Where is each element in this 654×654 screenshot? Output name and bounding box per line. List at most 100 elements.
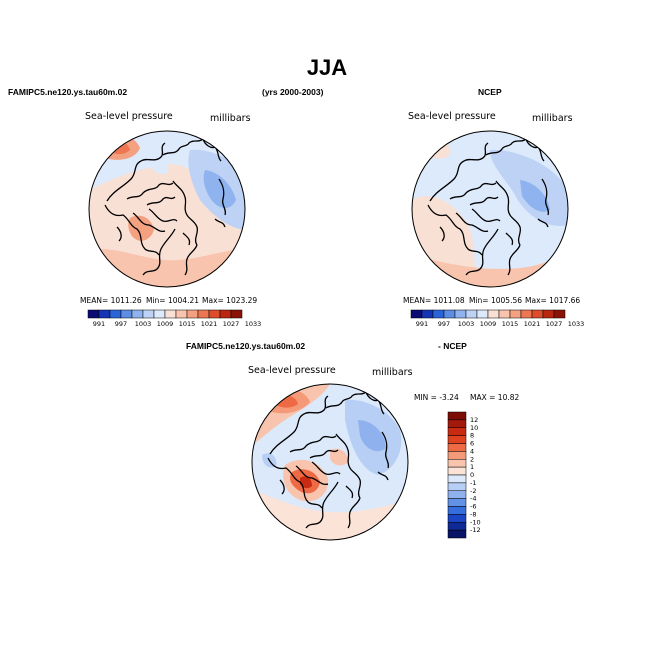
top-right-colorbar-swatch <box>553 309 566 319</box>
top-right-colorbar-tick-label: 1009 <box>480 320 497 328</box>
top-right-colorbar-tick-label: 1021 <box>524 320 541 328</box>
top-left-colorbar-swatch <box>98 309 111 319</box>
top-right-colorbar-swatch <box>487 309 500 319</box>
difference-colorbar-swatch <box>447 419 467 428</box>
top-right-colorbar-tick-label: 1033 <box>568 320 585 328</box>
top-left-colorbar-swatch <box>175 309 188 319</box>
difference-colorbar-tick-label: -1 <box>470 479 476 487</box>
top-left-colorbar-tick-label: 997 <box>115 320 127 328</box>
top-left-colorbar: 991 997 1003 1009 1015 1021 1027 1033 <box>87 309 262 328</box>
top-left-case-label: FAMIPC5.ne120.ys.tau60m.02 <box>8 87 128 97</box>
difference-colorbar-tick-label: -2 <box>470 487 476 495</box>
difference-colorbar-tick-label: -12 <box>470 526 481 534</box>
top-left-map-border <box>88 130 246 288</box>
difference-colorbar-tick-label: -10 <box>470 518 481 526</box>
top-right-map <box>411 130 569 288</box>
bottom-min: MIN = -3.24 <box>414 393 459 402</box>
top-left-map <box>88 130 246 288</box>
top-right-colorbar-swatch <box>531 309 544 319</box>
top-right-colorbar-tick-label: 997 <box>438 320 450 328</box>
difference-colorbar-tick-label: -6 <box>470 503 476 511</box>
top-left-colorbar-swatch <box>120 309 133 319</box>
top-left-mean: MEAN= 1011.26 <box>80 296 142 305</box>
difference-colorbar-tick-label: -8 <box>470 510 476 518</box>
top-right-colorbar-swatch <box>410 309 423 319</box>
top-right-map-border <box>411 130 569 288</box>
difference-colorbar-tick-label: 10 <box>470 424 478 432</box>
difference-colorbar-swatch <box>447 482 467 491</box>
top-left-colorbar-tick-label: 1021 <box>201 320 218 328</box>
bottom-units-label: millibars <box>372 367 413 378</box>
difference-colorbar-swatch <box>447 522 467 531</box>
difference-colorbar-tick-label: 1 <box>470 463 474 471</box>
top-left-colorbar-swatch <box>142 309 155 319</box>
top-left-colorbar-swatch <box>219 309 232 319</box>
top-right-colorbar-swatch <box>443 309 456 319</box>
top-left-colorbar-tick-label: 1027 <box>223 320 240 328</box>
top-left-colorbar-tick-label: 1009 <box>157 320 174 328</box>
top-right-case-label: NCEP <box>478 87 502 97</box>
top-right-colorbar-swatch <box>421 309 434 319</box>
top-left-colorbar-swatch <box>131 309 144 319</box>
difference-colorbar-swatch <box>447 498 467 507</box>
top-right-colorbar: 991 997 1003 1009 1015 1021 1027 1033 <box>410 309 585 328</box>
top-left-colorbar-tick-label: 1015 <box>179 320 196 328</box>
top-right-colorbar-swatch <box>454 309 467 319</box>
difference-colorbar-tick-label: 6 <box>470 440 474 448</box>
top-right-colorbar-tick-label: 1003 <box>458 320 475 328</box>
difference-colorbar-swatch <box>447 529 467 539</box>
top-left-variable-label: Sea-level pressure <box>85 111 173 122</box>
years-label: (yrs 2000-2003) <box>262 87 324 97</box>
top-right-mean: MEAN= 1011.08 <box>403 296 465 305</box>
top-left-colorbar-swatch <box>208 309 221 319</box>
top-right-colorbar-swatch <box>520 309 533 319</box>
difference-colorbar-swatch <box>447 459 467 468</box>
difference-colorbar-tick-label: 4 <box>470 447 474 455</box>
top-right-units-label: millibars <box>532 113 573 124</box>
bottom-max: MAX = 10.82 <box>470 393 520 402</box>
bottom-variable-label: Sea-level pressure <box>248 365 336 376</box>
top-left-colorbar-swatch <box>109 309 122 319</box>
bottom-difference-map <box>251 383 409 541</box>
top-left-max: Max= 1023.29 <box>202 296 258 305</box>
top-right-colorbar-tick-label: 1015 <box>502 320 519 328</box>
top-right-colorbar-tick-label: 1027 <box>546 320 563 328</box>
difference-colorbar-tick-label: 8 <box>470 432 474 440</box>
difference-colorbar-swatch <box>447 427 467 436</box>
top-left-colorbar-tick-label: 1003 <box>135 320 152 328</box>
difference-colorbar-swatch <box>447 435 467 444</box>
bottom-minus-label: - NCEP <box>438 341 467 351</box>
top-right-colorbar-tick-label: 991 <box>416 320 428 328</box>
difference-colorbar-tick-label: 12 <box>470 416 478 424</box>
difference-colorbar-swatch <box>447 466 467 476</box>
difference-colorbar-swatch <box>447 514 467 523</box>
difference-colorbar-swatch <box>447 490 467 499</box>
difference-colorbar-tick-label: 0 <box>470 471 474 479</box>
top-left-min: Min= 1004.21 <box>146 296 199 305</box>
top-left-colorbar-swatch <box>87 309 100 319</box>
top-left-units-label: millibars <box>210 113 251 124</box>
top-right-variable-label: Sea-level pressure <box>408 111 496 122</box>
top-left-colorbar-swatch <box>164 309 177 319</box>
top-right-max: Max= 1017.66 <box>525 296 581 305</box>
difference-colorbar-swatch <box>447 443 467 452</box>
top-right-colorbar-swatch <box>432 309 445 319</box>
top-left-colorbar-tick-label: 991 <box>93 320 105 328</box>
difference-colorbar-tick-label: 2 <box>470 455 474 463</box>
difference-colorbar-tick-label: -4 <box>470 495 476 503</box>
bottom-case-label: FAMIPC5.ne120.ys.tau60m.02 <box>186 341 306 351</box>
top-left-colorbar-swatch <box>197 309 210 319</box>
page-title: JJA <box>306 55 348 80</box>
difference-colorbar-swatch <box>447 451 467 460</box>
top-right-colorbar-swatch <box>465 309 478 319</box>
top-left-colorbar-swatch <box>186 309 199 319</box>
bottom-map-border <box>251 383 409 541</box>
difference-colorbar-swatch <box>447 411 467 421</box>
top-right-colorbar-swatch <box>542 309 555 319</box>
top-left-colorbar-tick-label: 1033 <box>245 320 262 328</box>
difference-colorbar-swatch <box>447 474 467 484</box>
top-right-min: Min= 1005.56 <box>469 296 522 305</box>
top-left-colorbar-swatch <box>153 309 166 319</box>
